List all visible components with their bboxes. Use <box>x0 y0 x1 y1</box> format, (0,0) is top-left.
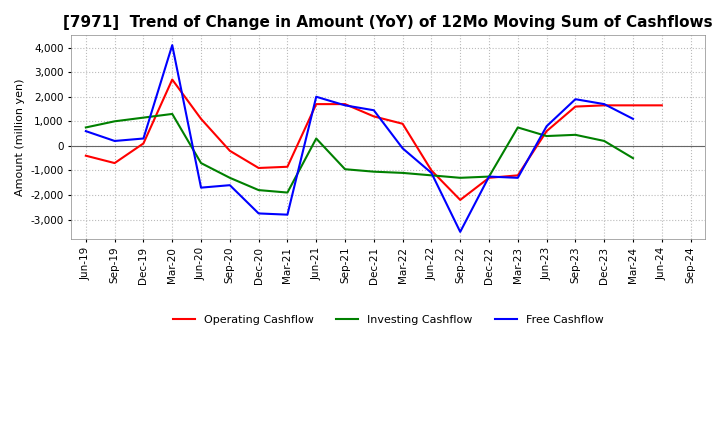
Free Cashflow <box>312 94 320 99</box>
Title: [7971]  Trend of Change in Amount (YoY) of 12Mo Moving Sum of Cashflows: [7971] Trend of Change in Amount (YoY) o… <box>63 15 713 30</box>
Investing Cashflow <box>341 167 349 172</box>
Line: Free Cashflow: Free Cashflow <box>86 45 633 232</box>
Free Cashflow <box>110 138 119 143</box>
Free Cashflow <box>225 183 234 188</box>
Operating Cashflow <box>110 161 119 166</box>
Operating Cashflow <box>312 102 320 107</box>
Investing Cashflow <box>369 169 378 174</box>
Line: Operating Cashflow: Operating Cashflow <box>86 80 662 200</box>
Investing Cashflow <box>254 187 263 193</box>
Free Cashflow <box>168 43 176 48</box>
Operating Cashflow <box>542 128 551 134</box>
Investing Cashflow <box>81 125 90 130</box>
Investing Cashflow <box>225 175 234 180</box>
Operating Cashflow <box>629 103 637 108</box>
Investing Cashflow <box>427 173 436 178</box>
Legend: Operating Cashflow, Investing Cashflow, Free Cashflow: Operating Cashflow, Investing Cashflow, … <box>168 310 608 329</box>
Operating Cashflow <box>513 173 522 178</box>
Free Cashflow <box>600 102 608 107</box>
Free Cashflow <box>369 108 378 113</box>
Operating Cashflow <box>427 168 436 173</box>
Operating Cashflow <box>369 114 378 119</box>
Operating Cashflow <box>341 102 349 107</box>
Line: Investing Cashflow: Investing Cashflow <box>86 114 633 193</box>
Free Cashflow <box>81 128 90 134</box>
Free Cashflow <box>571 96 580 102</box>
Free Cashflow <box>398 146 407 151</box>
Investing Cashflow <box>600 138 608 143</box>
Investing Cashflow <box>110 119 119 124</box>
Operating Cashflow <box>571 104 580 109</box>
Free Cashflow <box>341 103 349 108</box>
Free Cashflow <box>456 229 464 235</box>
Operating Cashflow <box>197 116 205 121</box>
Y-axis label: Amount (million yen): Amount (million yen) <box>15 78 25 196</box>
Operating Cashflow <box>485 175 493 180</box>
Free Cashflow <box>513 175 522 180</box>
Operating Cashflow <box>398 121 407 126</box>
Operating Cashflow <box>657 103 666 108</box>
Free Cashflow <box>427 170 436 176</box>
Free Cashflow <box>254 211 263 216</box>
Operating Cashflow <box>456 197 464 202</box>
Operating Cashflow <box>168 77 176 82</box>
Investing Cashflow <box>312 136 320 141</box>
Free Cashflow <box>197 185 205 190</box>
Investing Cashflow <box>456 175 464 180</box>
Investing Cashflow <box>629 155 637 161</box>
Investing Cashflow <box>485 174 493 179</box>
Investing Cashflow <box>283 190 292 195</box>
Operating Cashflow <box>81 153 90 158</box>
Operating Cashflow <box>225 148 234 154</box>
Investing Cashflow <box>571 132 580 137</box>
Investing Cashflow <box>139 115 148 120</box>
Free Cashflow <box>139 136 148 141</box>
Free Cashflow <box>485 174 493 179</box>
Investing Cashflow <box>168 111 176 117</box>
Operating Cashflow <box>139 141 148 146</box>
Investing Cashflow <box>197 161 205 166</box>
Free Cashflow <box>542 124 551 129</box>
Investing Cashflow <box>398 170 407 176</box>
Operating Cashflow <box>600 103 608 108</box>
Investing Cashflow <box>542 133 551 139</box>
Investing Cashflow <box>513 125 522 130</box>
Operating Cashflow <box>283 164 292 169</box>
Free Cashflow <box>283 212 292 217</box>
Free Cashflow <box>629 116 637 121</box>
Operating Cashflow <box>254 165 263 171</box>
